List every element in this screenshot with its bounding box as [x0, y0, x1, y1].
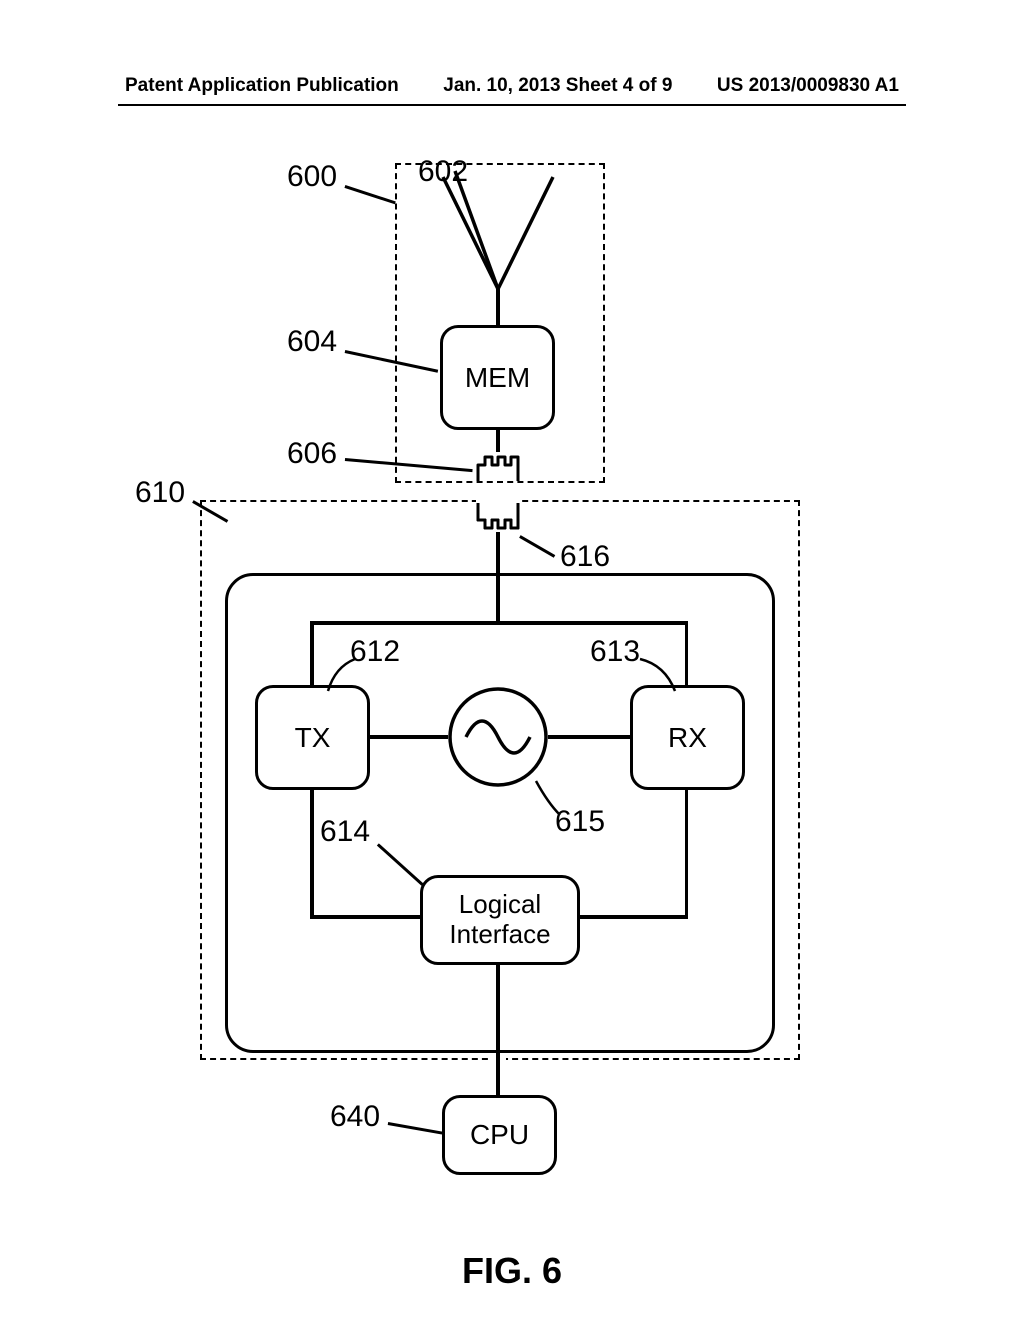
bus-rx-down	[685, 790, 689, 918]
ref-616: 616	[560, 540, 610, 574]
logical-interface-label-2: Interface	[449, 920, 550, 950]
bus-horiz-top	[310, 621, 688, 625]
plug-606-icon	[473, 451, 523, 485]
connector-tx-osc	[370, 735, 448, 739]
connector-antenna-mem	[496, 289, 500, 325]
ref-614: 614	[320, 815, 370, 849]
socket-616-icon-front	[473, 500, 523, 534]
ref-602: 602	[418, 155, 468, 189]
inner-wrapper-box	[225, 573, 775, 1053]
cpu-label: CPU	[470, 1119, 529, 1151]
leader-640	[388, 1122, 443, 1134]
leader-615	[530, 775, 580, 825]
connector-osc-rx	[548, 735, 630, 739]
mem-label: MEM	[465, 362, 530, 394]
cpu-block: CPU	[442, 1095, 557, 1175]
bus-vert-top	[496, 576, 500, 624]
rx-block: RX	[630, 685, 745, 790]
leader-600	[345, 185, 396, 204]
ref-600: 600	[287, 160, 337, 194]
logical-interface-block: Logical Interface	[420, 875, 580, 965]
header-rule	[118, 104, 906, 106]
rx-label: RX	[668, 722, 707, 754]
mem-block: MEM	[440, 325, 555, 430]
page-header: Patent Application Publication Jan. 10, …	[0, 75, 1024, 97]
ref-604: 604	[287, 325, 337, 359]
leader-613	[630, 655, 690, 695]
connector-socket-inner	[496, 532, 500, 573]
figure-diagram: MEM TX RX	[0, 155, 1024, 1255]
tx-label: TX	[295, 722, 331, 754]
ref-606: 606	[287, 437, 337, 471]
connector-mem-plug	[496, 430, 500, 452]
header-center: Jan. 10, 2013 Sheet 4 of 9	[443, 75, 672, 97]
leader-612	[320, 655, 380, 695]
header-right: US 2013/0009830 A1	[717, 75, 899, 97]
tx-block: TX	[255, 685, 370, 790]
bus-to-tx	[310, 621, 314, 685]
oscillator-icon	[448, 687, 548, 787]
logical-interface-label-1: Logical	[459, 890, 541, 920]
header-left: Patent Application Publication	[125, 75, 399, 97]
ref-640: 640	[330, 1100, 380, 1134]
bus-tx-down	[310, 790, 314, 918]
ref-610: 610	[135, 476, 185, 510]
figure-label: FIG. 6	[0, 1250, 1024, 1292]
connector-li-cpu-seg2	[496, 1055, 500, 1095]
